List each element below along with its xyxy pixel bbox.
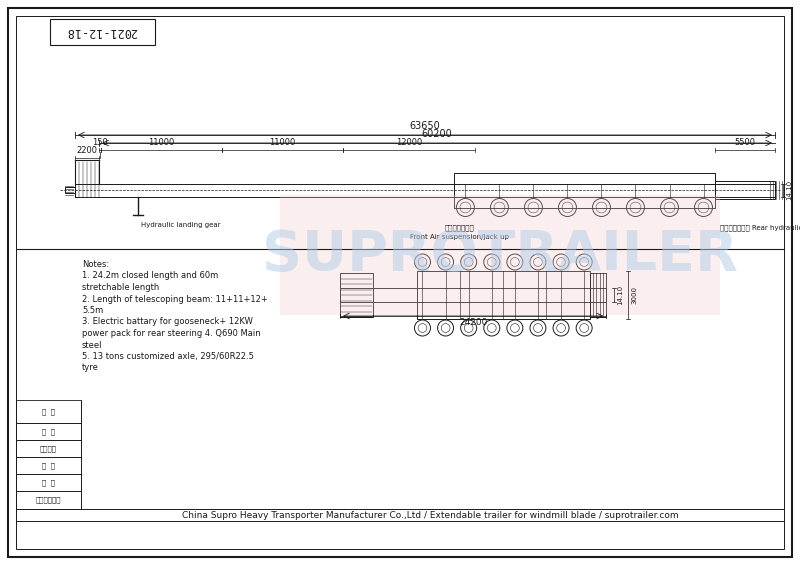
Text: 5500: 5500 — [734, 138, 755, 147]
Text: Notes:: Notes: — [82, 260, 109, 269]
Text: 1. 24.2m closed length and 60m: 1. 24.2m closed length and 60m — [82, 272, 218, 280]
Text: power pack for rear steering 4. Q690 Main: power pack for rear steering 4. Q690 Mai… — [82, 329, 261, 338]
Text: 签  字: 签 字 — [42, 428, 55, 435]
Bar — [340, 273, 373, 317]
Text: 普通用件受记: 普通用件受记 — [36, 497, 62, 503]
Text: 63650: 63650 — [410, 121, 440, 131]
Bar — [16, 423, 81, 440]
Text: tyre: tyre — [82, 363, 99, 372]
Text: 2. Length of telescoping beam: 11+11+12+: 2. Length of telescoping beam: 11+11+12+ — [82, 294, 268, 303]
Text: 5. 13 tons customized axle, 295/60R22.5: 5. 13 tons customized axle, 295/60R22.5 — [82, 352, 254, 361]
Bar — [340, 288, 606, 302]
Text: 校  描: 校 描 — [42, 462, 55, 469]
Text: 归档图号: 归档图号 — [40, 445, 57, 452]
Bar — [75, 184, 775, 197]
Text: 60200: 60200 — [422, 129, 453, 139]
Text: 3000: 3000 — [631, 286, 637, 304]
Bar — [280, 195, 720, 315]
Bar — [65, 187, 75, 193]
Text: 24200: 24200 — [459, 318, 487, 327]
Text: 150: 150 — [92, 138, 108, 147]
Text: 描  图: 描 图 — [42, 479, 55, 486]
Bar — [16, 457, 81, 474]
Text: 14.10: 14.10 — [786, 180, 792, 200]
Text: SUPROTRAILER: SUPROTRAILER — [262, 228, 738, 282]
Text: Hydraulic landing gear: Hydraulic landing gear — [141, 221, 220, 228]
Text: 前三轴气囊提升: 前三轴气囊提升 — [445, 224, 474, 231]
Text: 11000: 11000 — [269, 138, 295, 147]
Text: 2200: 2200 — [77, 146, 98, 155]
Text: 12000: 12000 — [396, 138, 422, 147]
Text: China Supro Heavy Transporter Manufacturer Co.,Ltd / Extendable trailer for wind: China Supro Heavy Transporter Manufactur… — [182, 511, 678, 519]
Bar — [16, 474, 81, 491]
Bar — [714, 181, 775, 199]
Bar — [16, 400, 81, 423]
Bar — [16, 440, 81, 457]
Text: Front Air suspension/jack up: Front Air suspension/jack up — [410, 233, 510, 240]
Text: 5.5m: 5.5m — [82, 306, 103, 315]
Bar — [590, 273, 606, 317]
Text: 14.10: 14.10 — [617, 285, 623, 305]
Text: 11000: 11000 — [148, 138, 174, 147]
Text: 后五轴液压转向 Rear hydraulic steering axles: 后五轴液压转向 Rear hydraulic steering axles — [719, 224, 800, 231]
Text: 3. Electric battary for gooseneck+ 12KW: 3. Electric battary for gooseneck+ 12KW — [82, 318, 253, 327]
Text: stretchable length: stretchable length — [82, 283, 159, 292]
Text: 日  期: 日 期 — [42, 408, 55, 415]
Bar — [50, 19, 155, 45]
Bar — [417, 271, 590, 319]
Text: steel: steel — [82, 341, 102, 350]
Text: 2021-12-18: 2021-12-18 — [66, 25, 138, 38]
Bar — [16, 491, 81, 509]
Bar — [454, 172, 714, 207]
